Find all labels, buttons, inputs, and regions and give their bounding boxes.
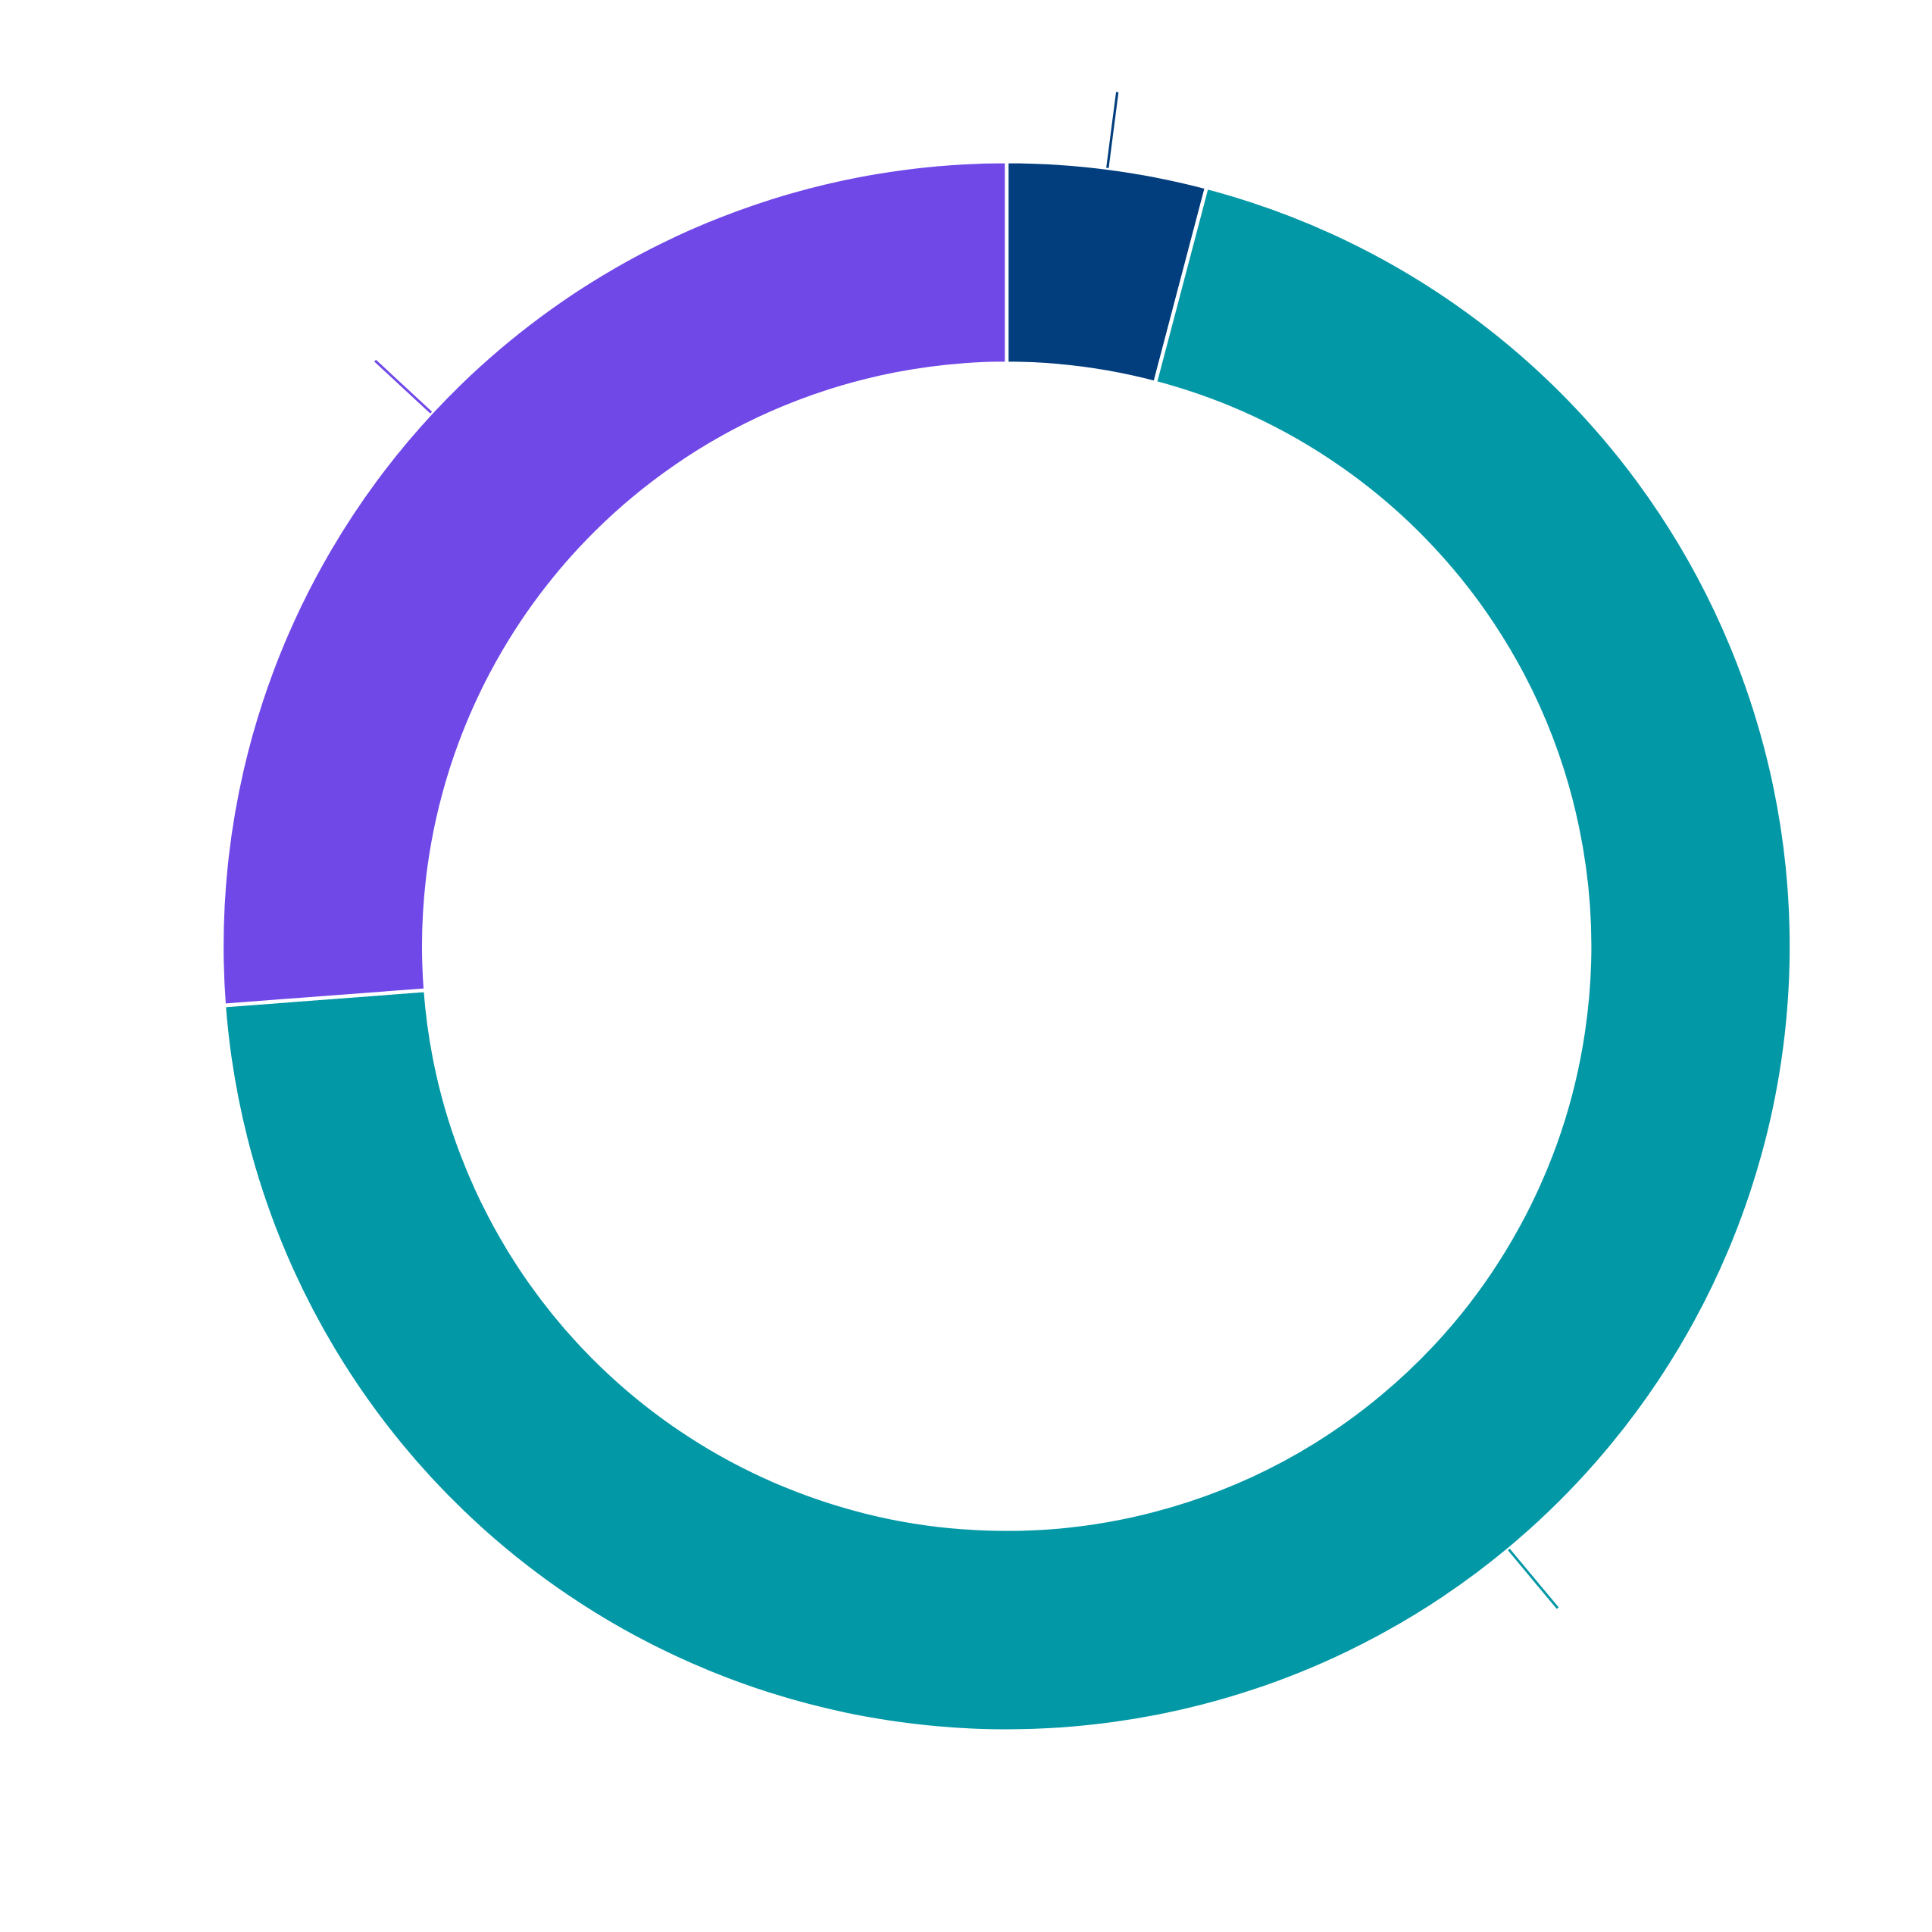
leader-line [1106,92,1119,168]
donut-segment [222,185,1794,1733]
leader-line [1508,1549,1559,1609]
leader-line [374,359,433,414]
donut-segment [220,159,1009,1008]
